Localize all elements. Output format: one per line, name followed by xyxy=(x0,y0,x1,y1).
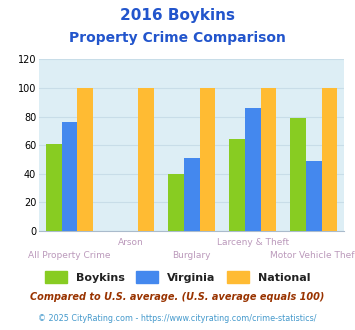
Bar xyxy=(168,174,184,231)
Bar xyxy=(322,88,337,231)
Text: All Property Crime: All Property Crime xyxy=(28,251,111,260)
Text: 2016 Boykins: 2016 Boykins xyxy=(120,8,235,23)
Text: Compared to U.S. average. (U.S. average equals 100): Compared to U.S. average. (U.S. average … xyxy=(30,292,325,302)
Text: Motor Vehicle Theft: Motor Vehicle Theft xyxy=(270,251,355,260)
Bar xyxy=(290,118,306,231)
Legend: Boykins, Virginia, National: Boykins, Virginia, National xyxy=(45,271,310,283)
Text: Larceny & Theft: Larceny & Theft xyxy=(217,238,289,247)
Text: Burglary: Burglary xyxy=(173,251,211,260)
Bar xyxy=(261,88,276,231)
Text: Property Crime Comparison: Property Crime Comparison xyxy=(69,31,286,45)
Bar xyxy=(184,158,200,231)
Bar xyxy=(62,122,77,231)
Bar xyxy=(46,144,62,231)
Text: Arson: Arson xyxy=(118,238,143,247)
Bar xyxy=(245,108,261,231)
Text: © 2025 CityRating.com - https://www.cityrating.com/crime-statistics/: © 2025 CityRating.com - https://www.city… xyxy=(38,314,317,323)
Bar xyxy=(138,88,154,231)
Bar xyxy=(77,88,93,231)
Bar xyxy=(200,88,215,231)
Bar xyxy=(229,140,245,231)
Bar xyxy=(306,161,322,231)
